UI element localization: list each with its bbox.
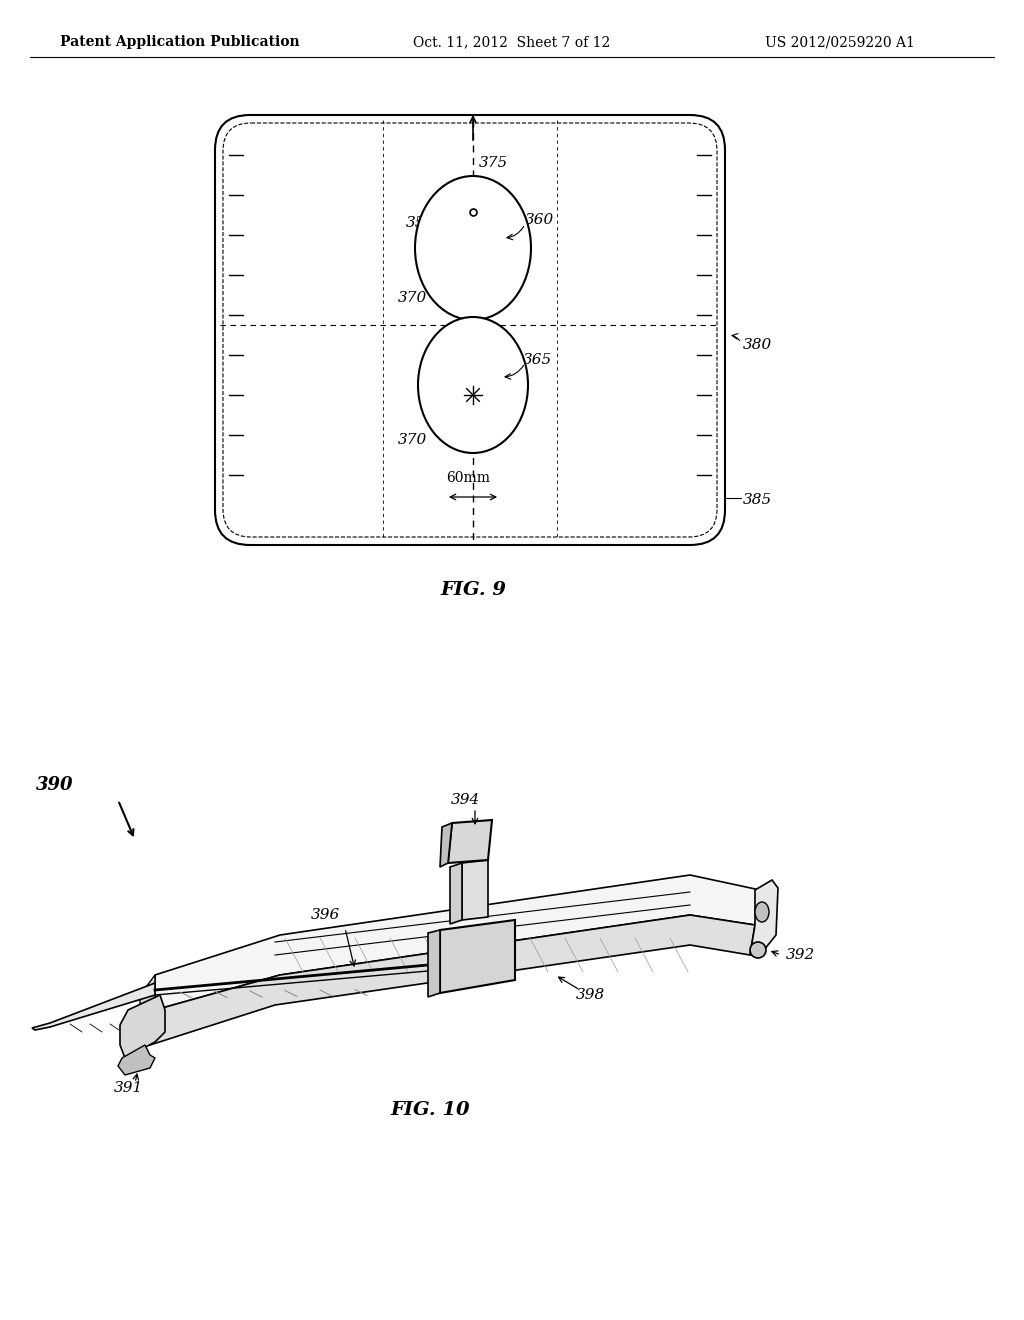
Text: US 2012/0259220 A1: US 2012/0259220 A1 bbox=[765, 36, 914, 49]
Text: 375: 375 bbox=[425, 352, 455, 367]
Text: 392: 392 bbox=[786, 948, 815, 962]
Polygon shape bbox=[440, 920, 515, 993]
Text: 375: 375 bbox=[479, 156, 508, 170]
Text: 365: 365 bbox=[523, 352, 552, 367]
Polygon shape bbox=[462, 861, 488, 920]
Ellipse shape bbox=[415, 176, 531, 319]
Polygon shape bbox=[750, 880, 778, 954]
Ellipse shape bbox=[755, 902, 769, 921]
Text: 385: 385 bbox=[743, 492, 772, 507]
Text: 355: 355 bbox=[406, 216, 435, 230]
Polygon shape bbox=[150, 915, 755, 1045]
Text: 370: 370 bbox=[398, 290, 427, 305]
Text: 391: 391 bbox=[114, 1081, 142, 1096]
Polygon shape bbox=[120, 995, 165, 1059]
Polygon shape bbox=[118, 1045, 155, 1074]
Text: 60mm: 60mm bbox=[446, 471, 490, 484]
Text: 394: 394 bbox=[451, 793, 479, 807]
Polygon shape bbox=[450, 863, 462, 924]
Text: FIG. 9: FIG. 9 bbox=[440, 581, 506, 599]
Text: 396: 396 bbox=[310, 908, 340, 921]
Text: 390: 390 bbox=[36, 776, 74, 795]
Polygon shape bbox=[155, 875, 760, 1010]
Text: 360: 360 bbox=[525, 213, 554, 227]
Text: 380: 380 bbox=[743, 338, 772, 352]
Text: 370: 370 bbox=[398, 433, 427, 447]
Ellipse shape bbox=[418, 317, 528, 453]
Text: 398: 398 bbox=[575, 987, 604, 1002]
Text: FIG. 10: FIG. 10 bbox=[390, 1101, 470, 1119]
Polygon shape bbox=[440, 822, 452, 867]
Polygon shape bbox=[428, 931, 440, 997]
Polygon shape bbox=[140, 975, 155, 1045]
Polygon shape bbox=[32, 983, 155, 1030]
FancyBboxPatch shape bbox=[215, 115, 725, 545]
Text: Patent Application Publication: Patent Application Publication bbox=[60, 36, 300, 49]
Text: Oct. 11, 2012  Sheet 7 of 12: Oct. 11, 2012 Sheet 7 of 12 bbox=[414, 36, 610, 49]
Polygon shape bbox=[449, 820, 492, 863]
Circle shape bbox=[750, 942, 766, 958]
